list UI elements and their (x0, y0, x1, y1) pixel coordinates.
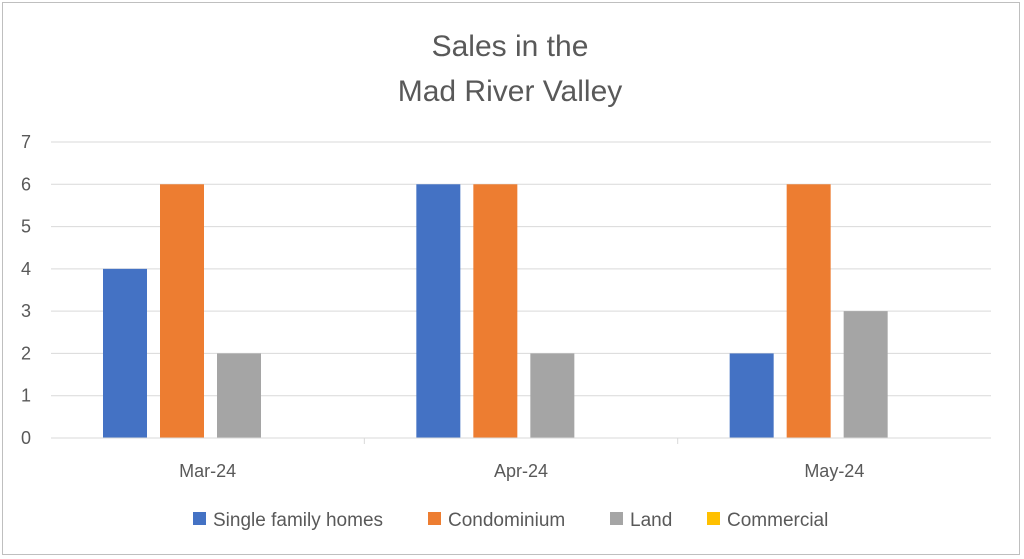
bar (530, 353, 575, 438)
x-axis-ticks: Mar-24 Apr-24 May-24 (179, 461, 864, 481)
bar (843, 311, 888, 438)
chart-title-line-2: Mad River Valley (398, 75, 623, 108)
legend-label: Land (630, 510, 672, 531)
y-tick-label: 0 (21, 428, 31, 448)
x-axis (51, 437, 991, 444)
legend-swatch (707, 512, 720, 525)
legend-swatch (610, 512, 623, 525)
x-tick-label: May-24 (804, 461, 864, 481)
chart-title: Sales in the Mad River Valley (398, 30, 623, 108)
y-tick-label: 6 (21, 174, 31, 194)
chart-title-line-1: Sales in the (432, 30, 589, 63)
legend: Single family homes Condominium Land Commer… (193, 510, 828, 531)
chart-svg: Sales in the Mad River Valley 0 1 2 3 4 5 6 7 M… (21, 30, 991, 531)
bar (160, 184, 204, 438)
y-tick-label: 5 (21, 217, 31, 237)
y-axis-ticks: 0 1 2 3 4 5 6 7 (21, 132, 31, 448)
y-tick-label: 3 (21, 301, 31, 321)
y-tick-label: 7 (21, 132, 31, 152)
y-tick-label: 4 (21, 259, 31, 279)
bar (473, 184, 518, 438)
bar (217, 353, 261, 438)
bar (729, 353, 774, 438)
y-tick-label: 2 (21, 343, 31, 363)
legend-swatch (193, 512, 206, 525)
x-tick-label: Apr-24 (494, 461, 548, 481)
bar (416, 184, 461, 438)
legend-label: Commercial (727, 510, 828, 531)
bars (103, 184, 888, 438)
legend-label: Condominium (448, 510, 565, 531)
legend-label: Single family homes (213, 510, 383, 531)
y-tick-label: 1 (21, 386, 31, 406)
x-tick-label: Mar-24 (179, 461, 236, 481)
bar (786, 184, 831, 438)
bar (103, 268, 147, 438)
gridlines (51, 141, 991, 397)
legend-swatch (428, 512, 441, 525)
